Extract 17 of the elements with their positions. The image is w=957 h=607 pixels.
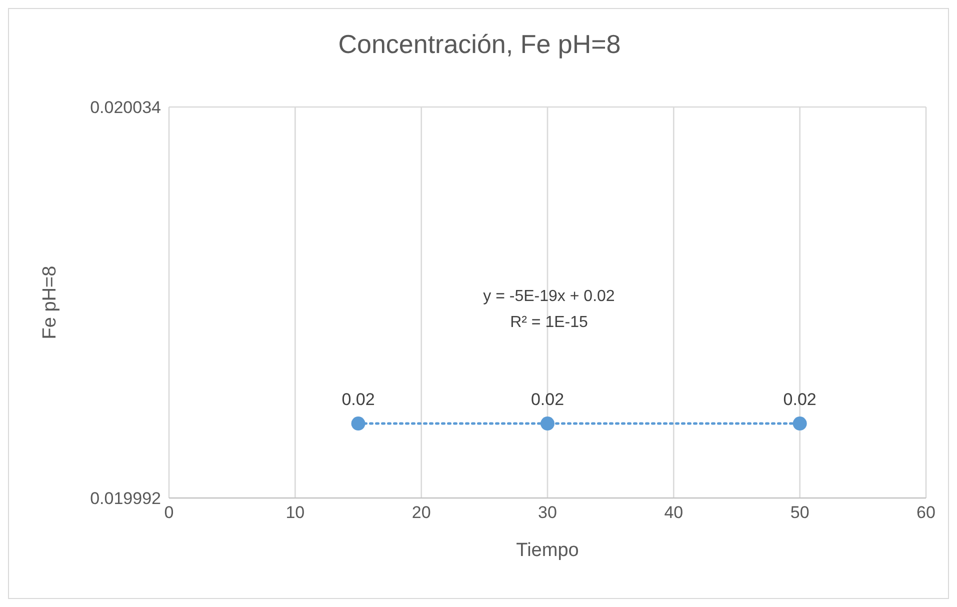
x-tick-label: 50 [790,503,810,522]
annotation: R² = 1E-15 [509,313,589,333]
x-tick-label: 60 [916,503,936,522]
annotation: y = -5E-19x + 0.02 [482,287,616,307]
y-tick-label: 0.020034 [90,98,161,118]
x-tick-label: 40 [664,503,684,522]
x-axis-title: Tiempo [516,540,579,561]
chart-title: Concentración, Fe pH=8 [337,29,622,60]
x-tick-label: 10 [286,503,305,522]
y-tick-label: 0.019992 [90,489,161,508]
data-label: 0.02 [530,390,564,410]
x-tick-label: 20 [412,503,431,522]
x-tick-label: 30 [538,503,557,522]
data-label: 0.02 [342,390,375,410]
y-axis-title: Fe pH=8 [40,266,61,340]
data-label: 0.02 [783,390,816,410]
x-tick-label: 0 [164,503,174,522]
